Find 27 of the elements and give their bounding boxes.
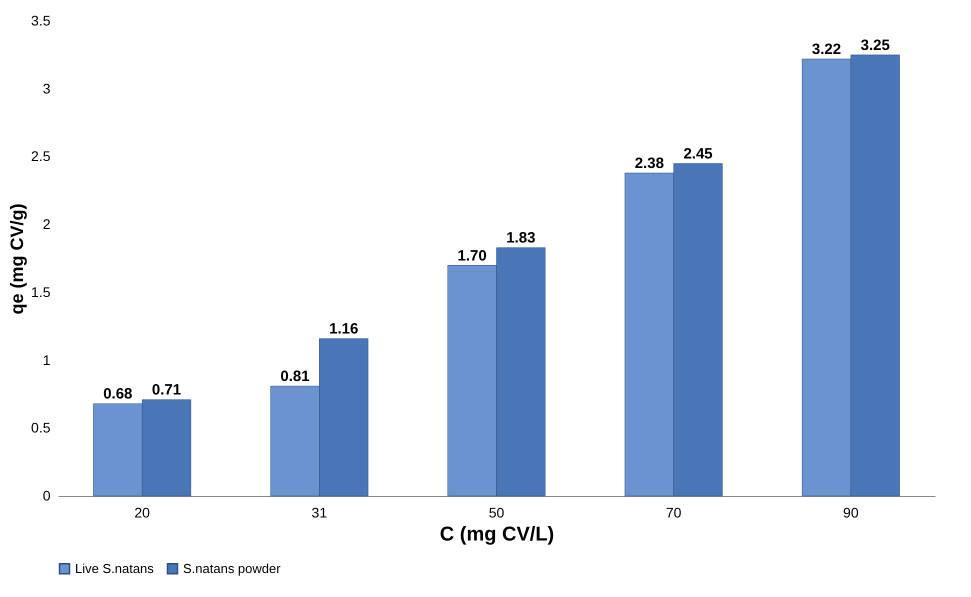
data-label: 3.25 <box>860 36 890 54</box>
y-tick-label: 3 <box>42 80 51 96</box>
data-label: 1.16 <box>329 320 358 338</box>
x-axis-title: C (mg CV/L) <box>440 524 554 546</box>
data-label: 0.68 <box>103 386 132 403</box>
y-tick-label: 3.5 <box>31 12 51 28</box>
x-tick-label: 90 <box>843 504 859 520</box>
data-label: 1.83 <box>506 230 536 247</box>
data-label: 0.81 <box>280 368 310 386</box>
x-tick-label: 31 <box>312 504 328 520</box>
legend-label: S.natans powder <box>183 560 282 576</box>
data-label: 2.45 <box>683 146 713 162</box>
data-label: 3.22 <box>812 41 842 58</box>
y-tick-label: 0 <box>42 488 51 504</box>
y-tick-label: 2.5 <box>31 148 51 164</box>
data-label: 2.38 <box>634 155 664 172</box>
data-label: 1.70 <box>458 247 487 264</box>
y-tick-label: 1.5 <box>31 284 51 300</box>
y-tick-label: 1 <box>42 352 51 368</box>
legend-label: Live S.natans <box>75 560 154 576</box>
x-tick-label: 20 <box>134 504 150 520</box>
y-tick-label: 0.5 <box>31 420 51 436</box>
x-tick-label: 50 <box>488 504 504 520</box>
y-axis-title: qe (mg CV/g) <box>7 203 28 314</box>
y-tick-label: 2 <box>42 216 51 232</box>
x-tick-label: 70 <box>666 504 682 520</box>
data-label: 0.71 <box>152 382 182 399</box>
